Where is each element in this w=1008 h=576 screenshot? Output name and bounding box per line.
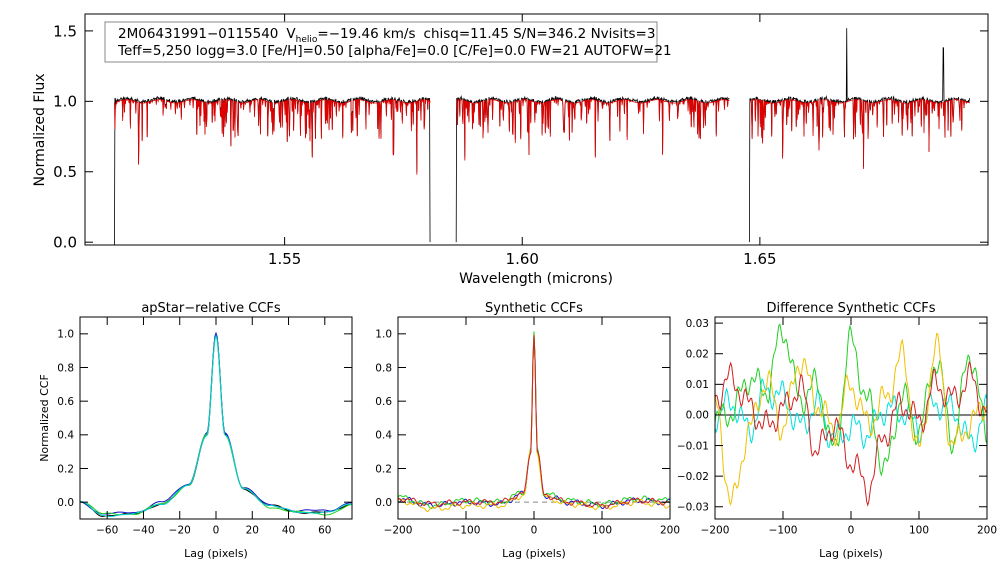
ccf3-xtick-label: 200	[977, 525, 997, 537]
ccf1-xtick-label: 40	[282, 525, 295, 537]
ccf1-xtick-label: 0	[213, 525, 220, 537]
apstar-ccf-panel: apStar−relative CCFs −60 −40 −20 0 20 40 60 0.0…	[38, 301, 353, 560]
ccf1-xtick-label: −20	[169, 525, 191, 537]
ccf1-title: apStar−relative CCFs	[141, 301, 281, 316]
spectrum-ylabel: Normalized Flux	[32, 74, 48, 187]
spectrum-frame	[84, 13, 989, 246]
ccf3-ytick-label: 0.01	[686, 379, 709, 391]
ccf1-ytick-label: 0.4	[57, 430, 74, 442]
spectrum-plot-area	[114, 28, 971, 245]
ccf1-xlabel: Lag (pixels)	[184, 547, 248, 560]
ccf3-axes: −200 −100 0 100 200 −0.03 −0.02 −0.01 0.00 0.01 0.…	[677, 317, 997, 537]
ccf3-ytick-label: 0.00	[686, 410, 709, 422]
ccf1-ytick-label: 0.2	[57, 463, 74, 475]
header-line-2: Teff=5,250 logg=3.0 [Fe/H]=0.50 [alpha/F…	[117, 43, 672, 59]
ccf1-series-4	[80, 334, 352, 517]
spectrum-xtick-label: 1.65	[743, 250, 776, 268]
model-spectrum-chip-1	[114, 98, 431, 175]
ccf2-xtick-label: −100	[452, 525, 481, 537]
ccf2-xtick-label: 100	[592, 525, 612, 537]
model-spectrum-chip-2	[456, 98, 730, 161]
difference-ccf-panel: Difference Synthetic CCFs −200 −100 0 100 20…	[677, 301, 997, 560]
spectrum-axes: 1.55 1.60 1.65 0.0 0.5 1.0 1.5	[53, 14, 988, 268]
ccf1-ytick-label: 1.0	[57, 329, 74, 341]
ccf2-ytick-label: 0.0	[375, 497, 392, 509]
ccf3-ytick-label: 0.03	[686, 318, 709, 330]
ccf3-xtick-label: −100	[769, 525, 798, 537]
ccf3-xtick-label: −200	[701, 525, 730, 537]
ccf2-title: Synthetic CCFs	[485, 301, 583, 316]
ccf2-xtick-label: 200	[660, 525, 680, 537]
synthetic-ccf-panel: Synthetic CCFs −200 −100 0 100 200 0.0 0.2 0.4 0…	[375, 301, 680, 560]
spectrum-ytick-label: 0.0	[53, 234, 77, 252]
ccf2-ytick-label: 0.8	[375, 362, 392, 374]
ccf2-axes: −200 −100 0 100 200 0.0 0.2 0.4 0.6 0.8 1.0	[375, 317, 680, 537]
ccf2-xlabel: Lag (pixels)	[502, 547, 566, 560]
model-spectrum-chip-3	[749, 98, 971, 169]
ccf3-series-1	[715, 377, 987, 453]
ccf1-xtick-label: −40	[132, 525, 154, 537]
ccf3-xtick-label: 0	[848, 525, 855, 537]
spectrum-ytick-label: 0.5	[53, 163, 77, 181]
ccf2-ytick-label: 1.0	[375, 329, 392, 341]
ccf2-ytick-label: 0.4	[375, 430, 392, 442]
ccf3-series-4	[715, 360, 987, 507]
spectrum-ytick-label: 1.0	[53, 93, 77, 111]
ccf1-xtick-label: 60	[318, 525, 331, 537]
ccf3-title: Difference Synthetic CCFs	[766, 301, 935, 316]
header-line-1: 2M06431991−0115540 Vhelio=−19.46 km/s chis…	[118, 26, 655, 45]
ccf1-plot-area	[80, 331, 352, 517]
ccf1-series-2	[80, 331, 352, 515]
vhelio-subscript: helio	[296, 35, 318, 45]
ccf2-series-4	[398, 334, 670, 509]
ccf1-axes: −60 −40 −20 0 20 40 60 0.0 0.2 0.4 0.6 0.8 1.0	[57, 317, 352, 537]
spectrum-ytick-label: 1.5	[53, 22, 77, 40]
vhelio-label: V	[286, 26, 296, 42]
ccf1-ytick-label: 0.8	[57, 362, 74, 374]
ccf1-ytick-label: 0.0	[57, 497, 74, 509]
ccf3-ytick-label: −0.03	[677, 502, 709, 514]
ccf3-ytick-label: −0.01	[677, 440, 709, 452]
ccf3-series-3	[715, 332, 987, 506]
ccf1-ytick-label: 0.6	[57, 396, 74, 408]
ccf3-xtick-label: 100	[909, 525, 929, 537]
ccf2-series-2	[398, 331, 670, 510]
fit-stats: chisq=11.45 S/N=346.2 Nvisits=3	[424, 26, 656, 42]
spectrum-panel: 1.55 1.60 1.65 0.0 0.5 1.0 1.5 2M06431991−0115…	[32, 13, 989, 287]
ccf1-ylabel: Normalized CCF	[38, 374, 51, 462]
ccf1-xtick-label: −60	[96, 525, 118, 537]
ccf2-xtick-label: 0	[531, 525, 538, 537]
header-box	[104, 21, 658, 63]
star-id: 2M06431991−0115540	[118, 26, 278, 42]
spectrum-xtick-label: 1.55	[268, 250, 301, 268]
vhelio-value: =−19.46 km/s	[317, 26, 415, 42]
ccf2-ytick-label: 0.2	[375, 463, 392, 475]
ccf1-xtick-label: 20	[246, 525, 259, 537]
ccf2-plot-area	[398, 331, 670, 513]
ccf2-xtick-label: −200	[384, 525, 413, 537]
ccf3-ytick-label: −0.02	[677, 471, 709, 483]
ccf3-ytick-label: 0.02	[686, 349, 709, 361]
ccf3-xlabel: Lag (pixels)	[819, 547, 883, 560]
ccf2-ytick-label: 0.6	[375, 396, 392, 408]
ccf3-plot-area	[715, 323, 987, 507]
spectrum-xtick-label: 1.60	[506, 250, 539, 268]
spectrum-xlabel: Wavelength (microns)	[459, 271, 613, 287]
